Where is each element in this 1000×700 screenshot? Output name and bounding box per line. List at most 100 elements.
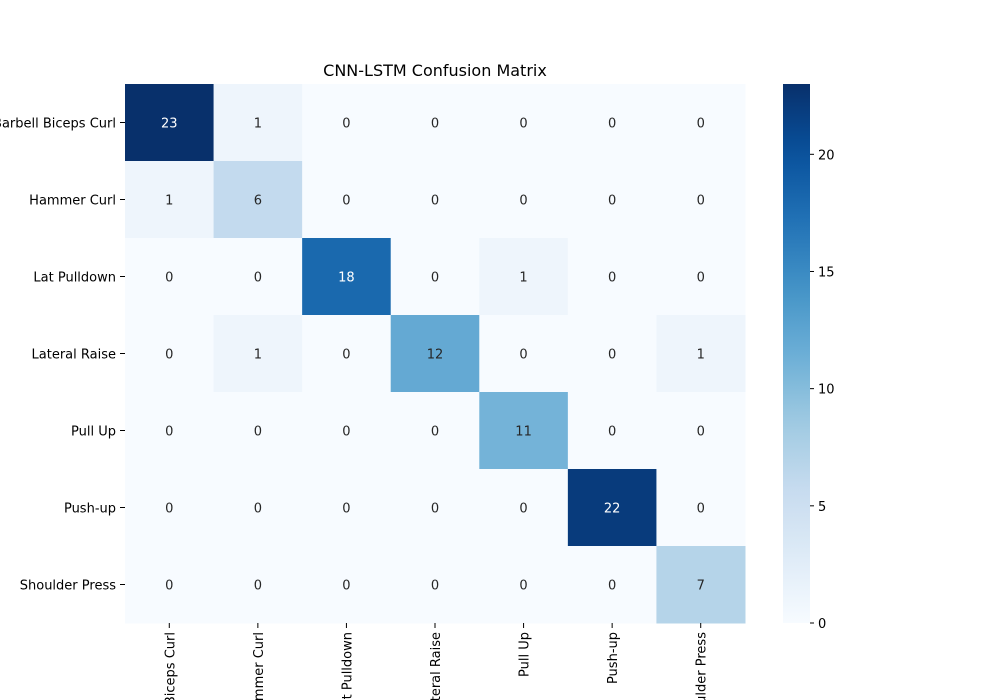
colorbar-tick-label: 10: [818, 383, 835, 398]
cell-value-label: 0: [431, 194, 439, 209]
x-tick-labels: Barbell Biceps Curl Hammer Curl Lat Pulldo…: [163, 623, 710, 700]
cell-value-label: 0: [431, 117, 439, 132]
cell-value-label: 23: [161, 117, 178, 132]
heatmap-cell: [125, 238, 215, 316]
heatmap-cell: [479, 546, 569, 624]
heatmap-cell: [390, 315, 480, 393]
colorbar: 0 5 10 15 20: [783, 84, 835, 632]
heatmap-cell: [390, 392, 480, 470]
cell-value-label: 0: [431, 502, 439, 517]
cell-value-label: 0: [697, 117, 705, 132]
x-tick-label: Push-up: [606, 632, 621, 684]
cell-value-label: 0: [254, 502, 262, 517]
y-tick-label: Push-up: [64, 502, 116, 517]
cell-value-label: 0: [342, 194, 350, 209]
cell-value-label: 0: [254, 425, 262, 440]
cell-value-label: 0: [165, 502, 173, 517]
cell-value-label: 0: [608, 271, 616, 286]
heatmap-cell: [302, 469, 392, 547]
heatmap-cell: [390, 546, 480, 624]
heatmap-cell: [567, 546, 657, 624]
cell-value-label: 1: [697, 348, 705, 363]
x-tick-label: Lat Pulldown: [340, 632, 355, 700]
cell-value-label: 0: [431, 425, 439, 440]
cell-value-label: 0: [165, 348, 173, 363]
cell-value-label: 0: [697, 194, 705, 209]
x-tick-label: Pull Up: [518, 632, 533, 677]
cell-value-label: 0: [342, 117, 350, 132]
heatmap-cell: [125, 315, 215, 393]
heatmap-cell: [125, 161, 215, 239]
x-tick-label: Lateral Raise: [429, 632, 444, 700]
cell-value-label: 0: [608, 425, 616, 440]
y-tick-label: Lat Pulldown: [33, 271, 116, 286]
x-tick-label: Shoulder Press: [695, 632, 710, 700]
heatmap-cell: [656, 392, 746, 470]
cell-value-label: 1: [165, 194, 173, 209]
y-tick-label: Barbell Biceps Curl: [0, 117, 116, 132]
heatmap-cell: [656, 469, 746, 547]
cell-value-label: 0: [165, 271, 173, 286]
heatmap-cell: [125, 392, 215, 470]
cell-value-label: 18: [338, 271, 355, 286]
cell-value-label: 0: [431, 271, 439, 286]
heatmap-cell: [302, 238, 392, 316]
colorbar-tick-label: 15: [818, 265, 835, 280]
colorbar-tick-label: 0: [818, 617, 826, 632]
heatmap-cell: [390, 238, 480, 316]
colorbar-tick-label: 20: [818, 148, 835, 163]
heatmap-cell: [656, 546, 746, 624]
heatmap-cell: [125, 546, 215, 624]
heatmap-cell: [213, 161, 303, 239]
cell-value-label: 0: [342, 579, 350, 594]
cell-value-label: 0: [342, 502, 350, 517]
cell-value-label: 0: [608, 579, 616, 594]
heatmap-cell: [213, 546, 303, 624]
y-tick-label: Hammer Curl: [29, 194, 116, 209]
heatmap-cell: [479, 315, 569, 393]
heatmap-cell: [390, 469, 480, 547]
heatmap-cell: [567, 84, 657, 162]
heatmap-cell: [567, 161, 657, 239]
cell-value-label: 0: [254, 271, 262, 286]
cell-value-label: 11: [515, 425, 532, 440]
cell-value-label: 0: [608, 194, 616, 209]
heatmap-cell: [656, 84, 746, 162]
cell-value-label: 0: [519, 502, 527, 517]
heatmap-cell: [479, 238, 569, 316]
y-tick-label: Shoulder Press: [20, 579, 116, 594]
heatmap-cell: [656, 161, 746, 239]
cell-value-label: 6: [254, 194, 262, 209]
cell-value-label: 0: [697, 271, 705, 286]
heatmap-cell: [125, 84, 215, 162]
heatmap-cell: [479, 161, 569, 239]
colorbar-tick-label: 5: [818, 500, 826, 515]
x-tick-label: Hammer Curl: [252, 632, 267, 700]
heatmap-cell: [302, 546, 392, 624]
heatmap-cells: 23 1 0 0 0 0 0 1 6 0 0 0 0 0 0 0 18 0 1 0 0 0 1 0 12 0 0 1 0 0 0 0 11 0 0 0…: [125, 84, 746, 624]
heatmap-cell: [302, 315, 392, 393]
cell-value-label: 0: [165, 579, 173, 594]
heatmap-cell: [213, 84, 303, 162]
heatmap-cell: [567, 238, 657, 316]
heatmap-cell: [390, 84, 480, 162]
cell-value-label: 7: [697, 579, 705, 594]
heatmap-cell: [302, 161, 392, 239]
heatmap-cell: [213, 392, 303, 470]
heatmap-cell: [213, 315, 303, 393]
cell-value-label: 0: [608, 348, 616, 363]
cell-value-label: 0: [697, 502, 705, 517]
heatmap-cell: [213, 238, 303, 316]
cell-value-label: 0: [342, 425, 350, 440]
heatmap-cell: [656, 315, 746, 393]
heatmap-cell: [302, 392, 392, 470]
cell-value-label: 0: [519, 117, 527, 132]
cell-value-label: 0: [342, 348, 350, 363]
colorbar-gradient: [783, 84, 810, 623]
heatmap-cell: [390, 161, 480, 239]
heatmap-cell: [567, 469, 657, 547]
cell-value-label: 12: [427, 348, 444, 363]
cell-value-label: 1: [254, 117, 262, 132]
heatmap-cell: [567, 315, 657, 393]
